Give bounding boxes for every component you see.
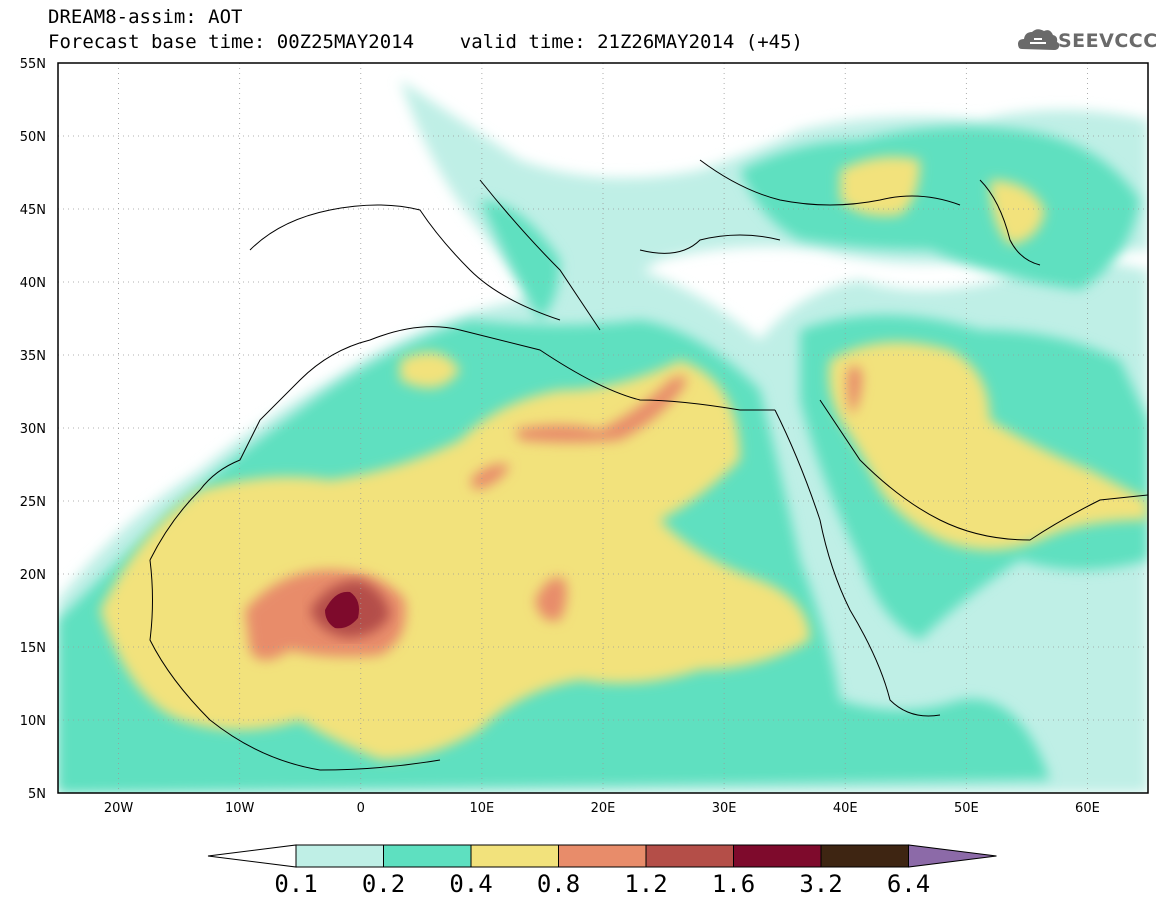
longitude-tick-label: 20E	[591, 801, 616, 816]
latitude-tick-label: 20N	[20, 568, 46, 583]
coastlines	[149, 159, 1148, 771]
colorbar-swatch	[820, 844, 909, 868]
colorbar-swatch	[295, 844, 384, 868]
lat-lon-gridlines	[58, 63, 1148, 793]
longitude-tick-label: 20W	[104, 801, 134, 816]
latitude-tick-label: 55N	[20, 57, 46, 72]
longitude-tick-label: 10E	[470, 801, 495, 816]
latitude-tick-label: 15N	[20, 641, 46, 656]
latitude-tick-label: 50N	[20, 130, 46, 145]
colorbar-swatch	[645, 844, 734, 868]
latitude-tick-label: 30N	[20, 422, 46, 437]
longitude-tick-label: 10W	[225, 801, 255, 816]
colorbar-tick-label: 3.2	[799, 870, 843, 898]
colorbar-upper-extend	[908, 844, 997, 868]
colorbar-tick-label: 0.4	[449, 870, 493, 898]
latitude-tick-label: 35N	[20, 349, 46, 364]
map-title: DREAM8-assim: AOT	[48, 6, 243, 28]
latitude-tick-label: 10N	[20, 714, 46, 729]
latitude-tick-label: 40N	[20, 276, 46, 291]
cloud-icon	[1018, 29, 1060, 50]
colorbar-tick-label: 1.6	[711, 870, 756, 898]
longitude-tick-label: 60E	[1075, 801, 1100, 816]
colorbar-lower-extend	[207, 844, 297, 868]
longitude-tick-label: 0	[357, 801, 365, 816]
latitude-tick-label: 5N	[28, 787, 46, 802]
map-frame	[57, 62, 1149, 794]
longitude-tick-label: 30E	[712, 801, 737, 816]
colorbar-swatch	[733, 844, 822, 868]
colorbar-tick-label: 0.1	[274, 870, 318, 898]
colorbar-tick-label: 1.2	[624, 870, 668, 898]
latitude-labels: 55N 50N 45N 40N 35N 30N 25N 20N 15N 10N 5N	[20, 57, 46, 802]
longitude-tick-label: 50E	[954, 801, 979, 816]
longitude-labels: 20W 10W 0 10E 20E 30E 40E 50E 60E	[104, 801, 1100, 816]
latitude-tick-label: 45N	[20, 203, 46, 218]
latitude-tick-label: 25N	[20, 495, 46, 510]
colorbar-swatch	[470, 844, 559, 868]
logo-text: SEEVCCC	[1058, 30, 1158, 52]
longitude-tick-label: 40E	[833, 801, 858, 816]
colorbar	[207, 844, 997, 868]
colorbar-swatch	[383, 844, 472, 868]
colorbar-swatch	[558, 844, 647, 868]
forecast-time-subtitle: Forecast base time: 00Z25MAY2014 valid t…	[48, 31, 803, 53]
colorbar-tick-label: 0.8	[536, 870, 581, 898]
colorbar-tick-label: 6.4	[886, 870, 931, 898]
colorbar-tick-label: 0.2	[361, 870, 406, 898]
